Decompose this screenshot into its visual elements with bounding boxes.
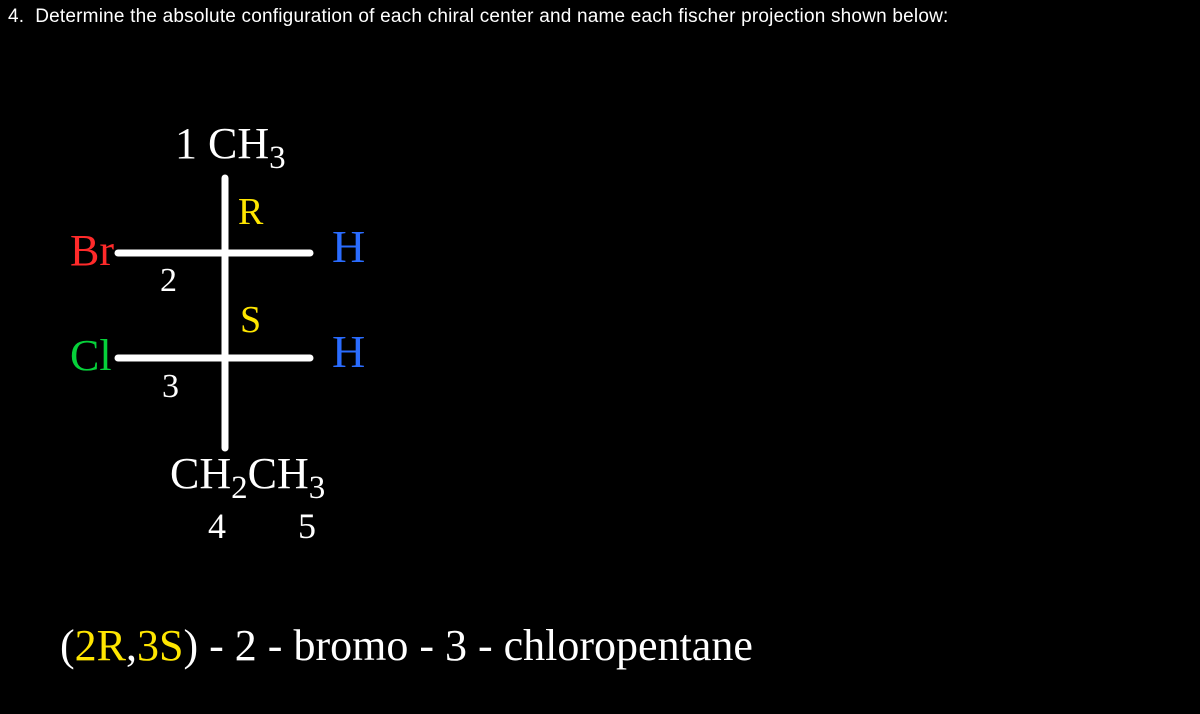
label-top: 1 CH3: [175, 118, 286, 177]
carbon-4-number: 4: [208, 505, 226, 547]
label-h-bottom: H: [332, 325, 365, 378]
label-br: Br: [70, 225, 114, 276]
fischer-diagram: [0, 0, 1200, 714]
answer-R: 2R: [75, 621, 126, 670]
label-cl: Cl: [70, 330, 112, 381]
label-S: S: [240, 298, 261, 342]
carbon-3-number: 3: [162, 368, 179, 406]
label-h-top: H: [332, 220, 365, 273]
label-bottom: CH2CH3: [170, 448, 325, 507]
carbon-2-number: 2: [160, 262, 177, 300]
carbon-5-number: 5: [298, 505, 316, 547]
carbon-1-number: 1: [175, 119, 208, 168]
answer-S: 3S: [137, 621, 183, 670]
label-R: R: [238, 190, 263, 234]
answer-line: (2R,3S) - 2 - bromo - 3 - chloropentane: [60, 620, 753, 671]
answer-name: - 2 - bromo - 3 - chloropentane: [198, 621, 753, 670]
